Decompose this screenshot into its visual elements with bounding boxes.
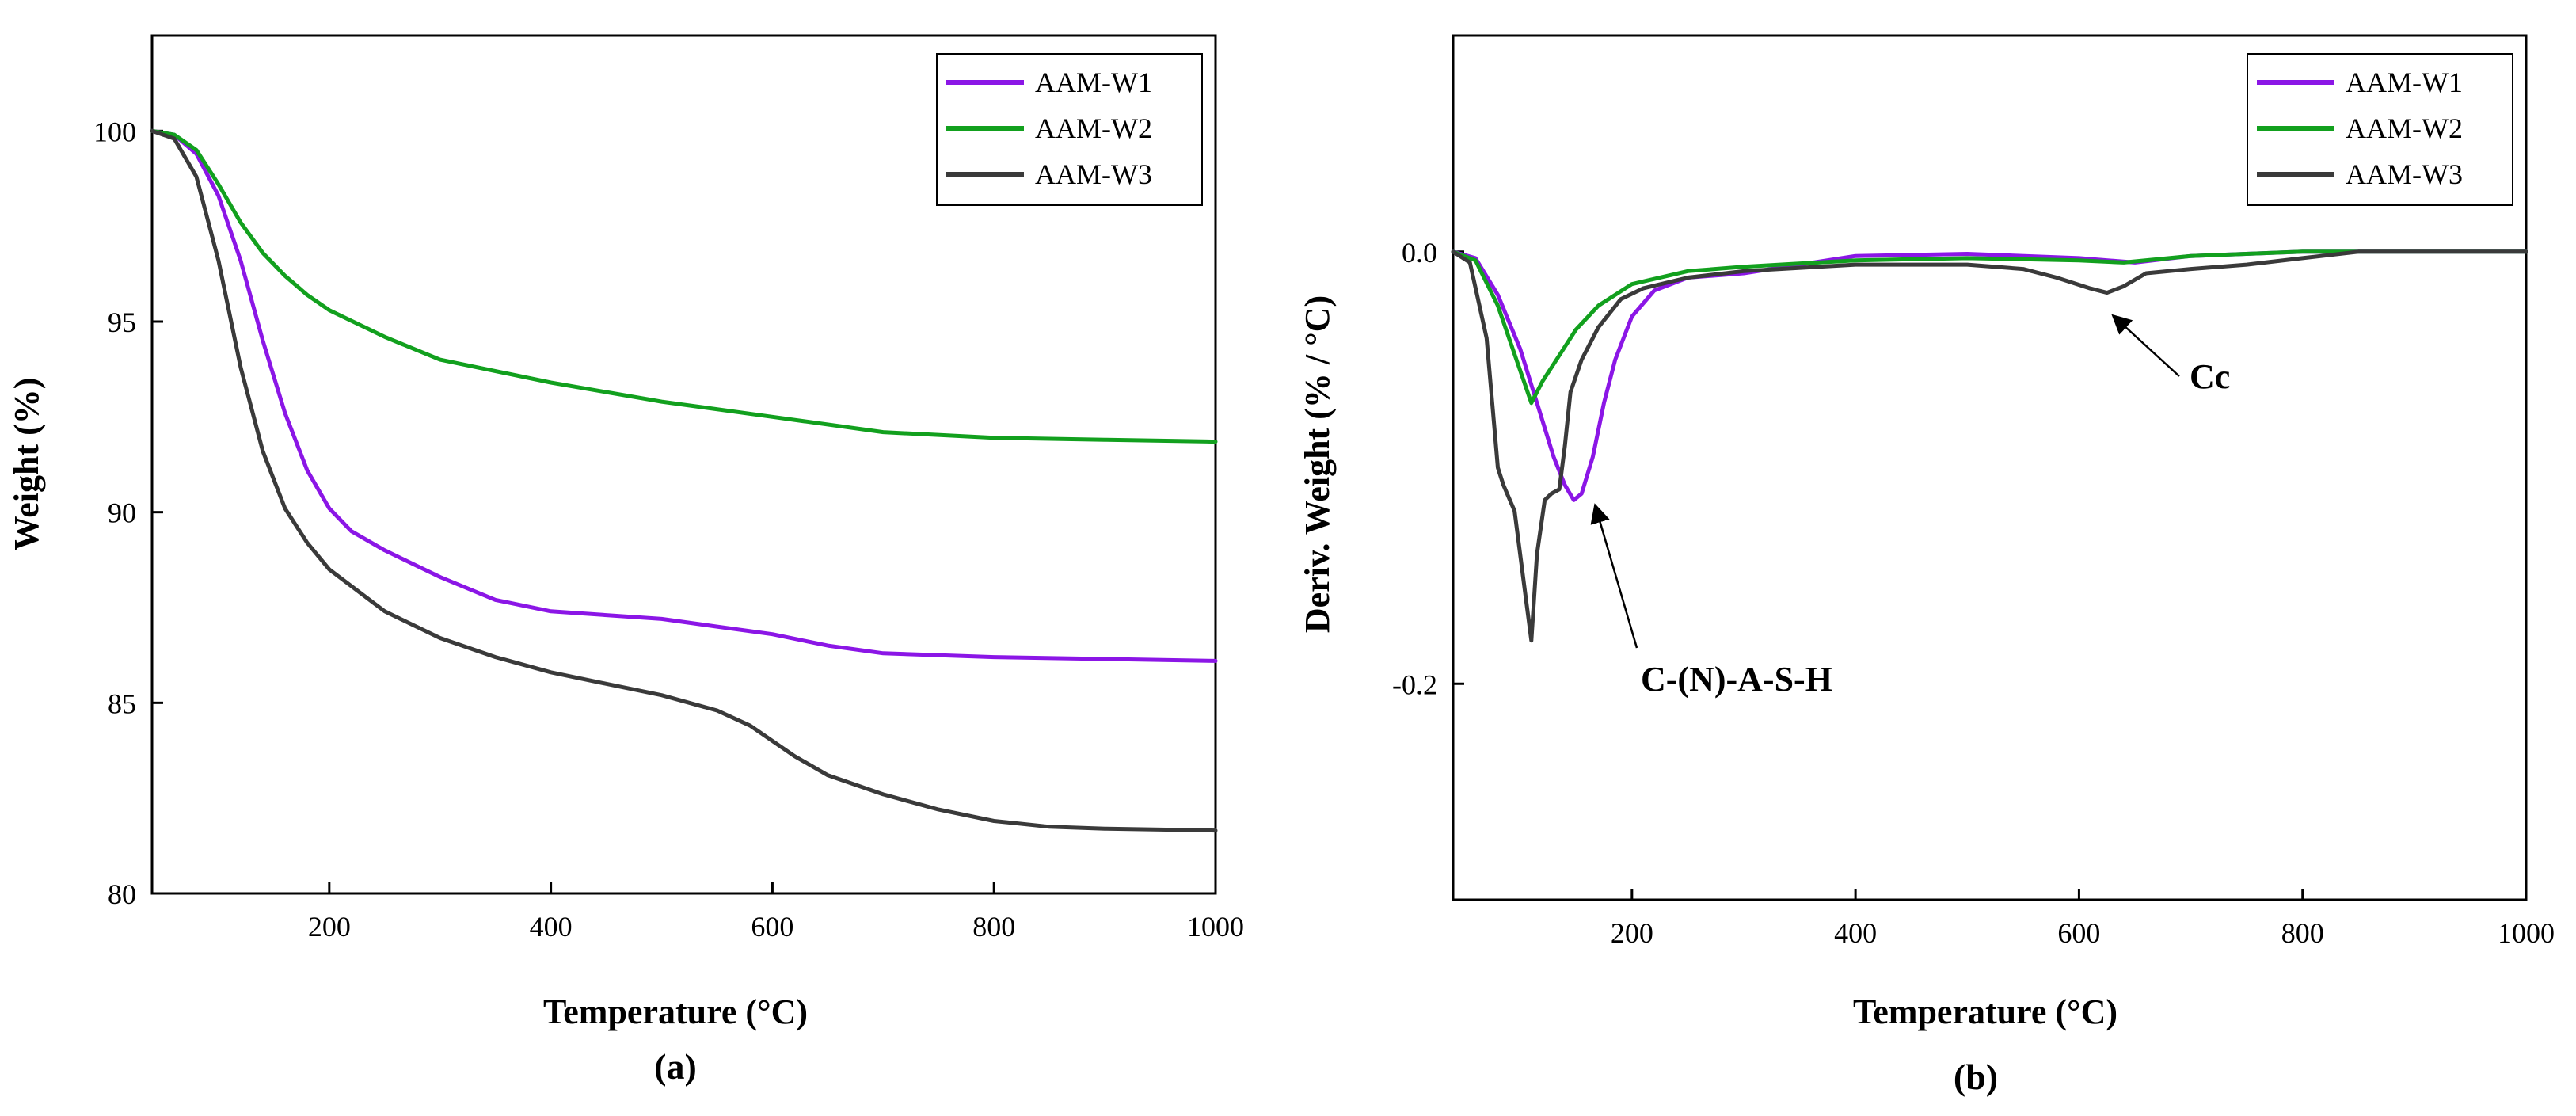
x-tick-label: 1000 [1187, 911, 1244, 943]
panel-b-dtg-chart: 200 400 600 800 1000 -0.2 0.0 AAM-W1 AAM-W2 AAM-W… [1298, 34, 2555, 1097]
legend-label: AAM-W3 [2346, 158, 2463, 190]
legend-label: AAM-W2 [1035, 112, 1152, 144]
x-tick-label: 600 [2057, 917, 2100, 949]
y-axis-title: Weight (%) [7, 378, 46, 551]
series-line-aam-w2 [1451, 249, 2528, 406]
series-line-aam-w1 [150, 128, 1218, 663]
x-tick-label: 800 [2281, 917, 2324, 949]
y-tick-label: 80 [108, 878, 136, 910]
panel-label: (a) [654, 1046, 697, 1087]
x-tick-label: 600 [751, 911, 793, 943]
series-line-aam-w3 [150, 128, 1218, 833]
y-tick-label: 95 [108, 307, 136, 338]
x-tick-label: 800 [972, 911, 1015, 943]
annotation-label: C-(N)-A-S-H [1641, 660, 1832, 699]
x-axis-title: Temperature (°C) [543, 992, 808, 1031]
series-line-aam-w2 [150, 128, 1218, 444]
annotation-arrow [2111, 314, 2180, 377]
x-tick-label: 200 [308, 911, 351, 943]
y-tick-label: 85 [108, 688, 136, 719]
y-tick-label: 0.0 [1402, 237, 1437, 269]
series-line-aam-w1 [1451, 249, 2528, 502]
y-tick-label: 100 [93, 116, 136, 147]
legend-label: AAM-W3 [1035, 158, 1152, 190]
plot-frame-a [150, 34, 1217, 895]
panel-a-tga-chart: 200 400 600 800 1000 80 85 90 95 100 AAM-W1 AAM-W2 A… [7, 34, 1244, 1087]
x-tick-label: 400 [1834, 917, 1877, 949]
legend-label: AAM-W1 [2346, 67, 2463, 98]
x-tick-label: 200 [1611, 917, 1653, 949]
series-line-aam-w3 [1451, 249, 2528, 643]
legend-label: AAM-W1 [1035, 67, 1152, 98]
y-tick-label: -0.2 [1392, 668, 1437, 700]
annotation-label: Cc [2190, 357, 2230, 396]
x-tick-label: 400 [530, 911, 573, 943]
annotation-arrow [1590, 503, 1638, 649]
plot-frame-b [1452, 34, 2528, 901]
y-tick-label: 90 [108, 497, 136, 529]
y-axis-title: Deriv. Weight (% / °C) [1298, 295, 1337, 633]
panel-label: (b) [1954, 1057, 1998, 1097]
legend-label: AAM-W2 [2346, 112, 2463, 144]
x-tick-label: 1000 [2498, 917, 2555, 949]
x-axis-title: Temperature (°C) [1853, 992, 2117, 1031]
